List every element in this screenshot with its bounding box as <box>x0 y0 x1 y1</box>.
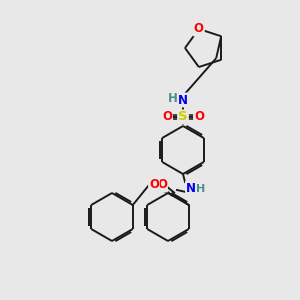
Text: N: N <box>186 182 196 194</box>
Text: N: N <box>178 94 188 106</box>
Text: H: H <box>168 92 178 104</box>
Text: O: O <box>149 178 159 191</box>
Text: O: O <box>157 178 167 191</box>
Text: O: O <box>162 110 172 124</box>
Text: S: S <box>178 110 188 124</box>
Text: H: H <box>196 184 206 194</box>
Text: O: O <box>194 110 204 124</box>
Text: O: O <box>194 22 204 35</box>
